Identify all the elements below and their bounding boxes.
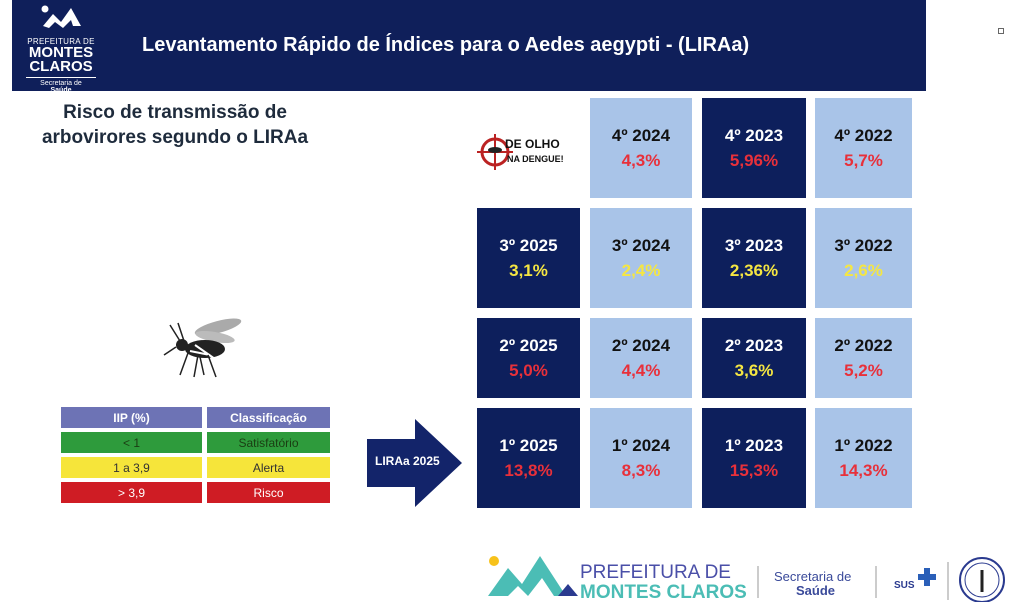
logo-text: MONTES [28,44,94,61]
arrow-label: LIRAa 2025 [375,454,440,468]
subtitle-line: Risco de transmissão de [63,102,287,123]
svg-text:Saúde: Saúde [796,583,835,598]
index-value: 2,36% [729,260,779,280]
mosquito-icon [163,318,242,378]
target-mosquito-icon: DE OLHO NA DENGUE! [477,134,564,170]
lira-cell: 1º 2023 15,3% [702,408,806,508]
period-label: 4º 2022 [834,125,893,145]
header-bar: PREFEITURA DE MONTES CLAROS Secretaria d… [12,0,926,94]
prefeitura-logo: PREFEITURA DE MONTES CLAROS Secretaria d… [26,4,96,94]
lira-cell: 1º 2025 13,8% [477,408,580,508]
page-title: Levantamento Rápido de Índices para o Ae… [142,34,750,56]
period-label: 3º 2023 [724,235,784,255]
period-label: 1º 2022 [834,435,893,455]
risk-legend-table: IIP (%) Classificação < 1 Satisfatório 1… [61,407,330,503]
period-label: 2º 2025 [499,335,558,355]
lira-cell: 1º 2022 14,3% [815,408,912,508]
legend-cell: Alerta [207,457,330,478]
legend-cell: Risco [207,482,330,503]
lira-cell: 2º 2023 3,6% [702,318,806,398]
subtitle-line: arbovirores segundo o LIRAa [41,127,309,148]
period-label: 3º 2022 [834,235,893,255]
footer-logo: PREFEITURA DE MONTES CLAROS Secretaria d… [488,556,1005,603]
svg-text:PREFEITURA DE: PREFEITURA DE [580,562,731,583]
svg-text:NA DENGUE!: NA DENGUE! [507,154,564,164]
lira-cell: 3º 2022 2,6% [815,208,912,308]
legend-header: Classificação [207,407,330,428]
period-label: 1º 2025 [499,435,558,455]
arrow-right-icon [367,419,462,507]
de-olho-na-dengue-badge: DE OLHO NA DENGUE! [477,128,577,183]
logo-text: PREFEITURA DE [27,37,95,46]
lira-cell: 4º 2022 5,7% [815,98,912,198]
period-label: 3º 2025 [499,235,558,255]
period-label: 2º 2022 [834,335,893,355]
legend-header: IIP (%) [61,407,202,428]
lira-cell: 2º 2025 5,0% [477,318,580,398]
legend-cell: Satisfatório [207,432,330,453]
index-value: 4,3% [621,150,661,170]
period-label: 1º 2024 [611,435,671,455]
svg-text:DE OLHO: DE OLHO [505,137,560,151]
index-value: 13,8% [504,460,553,480]
section-subtitle: Risco de transmissão de arbovirores segu… [40,100,310,150]
index-value: 2,6% [844,260,883,280]
logo-text: CLAROS [29,58,93,75]
lira-cell: 2º 2022 5,2% [815,318,912,398]
lira-cell: 4º 2023 5,96% [702,98,806,198]
logo-text: Saúde [50,87,72,94]
footer-logos: PREFEITURA DE MONTES CLAROS Secretaria d… [488,552,1018,603]
index-value: 4,4% [621,360,661,380]
lira-cell: 3º 2023 2,36% [702,208,806,308]
index-value: 5,0% [509,360,548,380]
window-control[interactable] [998,28,1004,34]
lira-cell: 4º 2024 4,3% [590,98,692,198]
lira-cell: 1º 2024 8,3% [590,408,692,508]
index-value: 15,3% [729,460,779,480]
period-label: 1º 2023 [724,435,784,455]
legend-cell: < 1 [61,432,202,453]
index-value: 3,6% [734,360,774,380]
mountain-logo-icon [41,5,81,28]
period-label: 3º 2024 [611,235,671,255]
lira-cell: 3º 2025 3,1% [477,208,580,308]
index-value: 5,7% [844,150,883,170]
index-value: 5,2% [844,360,883,380]
index-value: 8,3% [621,460,661,480]
lira-cell: 2º 2024 4,4% [590,318,692,398]
period-label: 2º 2023 [724,335,784,355]
lira-cell: 3º 2024 2,4% [590,208,692,308]
legend-cell: > 3,9 [61,482,202,503]
legend-cell: 1 a 3,9 [61,457,202,478]
lira-2025-arrow: LIRAa 2025 [367,419,463,512]
index-value: 14,3% [839,460,888,480]
svg-text:SUS: SUS [894,580,915,591]
index-value: 3,1% [509,260,548,280]
svg-text:MONTES CLAROS: MONTES CLAROS [580,582,747,602]
index-value: 5,96% [729,150,779,170]
period-label: 4º 2023 [724,125,784,145]
period-label: 4º 2024 [611,125,671,145]
logo-text: Secretaria de [40,80,82,87]
svg-text:Secretaria de: Secretaria de [774,569,851,584]
index-value: 2,4% [621,260,661,280]
period-label: 2º 2024 [611,335,671,355]
